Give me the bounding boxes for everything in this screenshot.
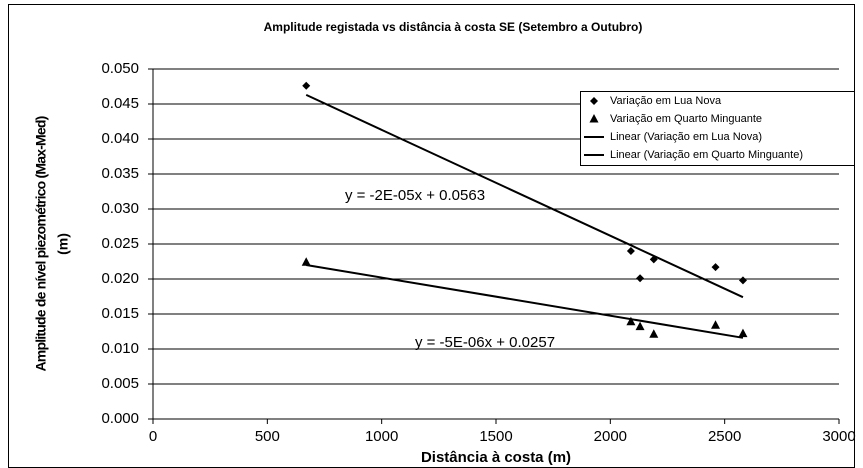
diamond-marker (626, 247, 635, 255)
chart-border (8, 4, 855, 468)
y-axis-label: Amplitude de nível piezométrico (Max-Med… (33, 116, 49, 371)
y-axis-label: (m) (55, 233, 71, 255)
triangle-marker (301, 257, 311, 266)
legend-label: Variação em Lua Nova (610, 95, 722, 107)
trendline-equation: y = -2E-05x + 0.0563 (345, 187, 485, 204)
legend: Variação em Lua Nova Variação em Quarto M… (580, 91, 855, 166)
y-tick-label: 0.010 (101, 340, 139, 357)
y-tick-label: 0.050 (101, 60, 139, 77)
diamond-marker (302, 81, 311, 90)
y-tick-label: 0.020 (101, 270, 139, 287)
diamond-marker (738, 276, 747, 285)
x-tick-label: 500 (255, 428, 280, 445)
y-tick-label: 0.035 (101, 165, 139, 182)
triangle-marker (589, 114, 599, 123)
chart-title: Amplitude registada vs distância à costa… (264, 20, 643, 34)
diamond-marker (711, 263, 720, 272)
diamond-marker (636, 274, 645, 283)
triangle-marker (649, 329, 659, 338)
y-tick-label: 0.000 (101, 410, 139, 427)
diamond-marker (590, 97, 598, 105)
triangle-marker (626, 316, 636, 326)
legend-label: Linear (Variação em Lua Nova) (610, 131, 762, 143)
x-tick-label: 1500 (479, 428, 512, 445)
trend-line (305, 93, 744, 299)
x-tick-label: 1000 (365, 428, 398, 445)
x-tick-label: 3000 (822, 428, 855, 445)
y-tick-label: 0.045 (101, 95, 139, 112)
y-tick-label: 0.030 (101, 200, 139, 217)
x-axis-label: Distância à costa (m) (421, 449, 571, 466)
triangle-marker (635, 321, 645, 331)
y-tick-label: 0.005 (101, 375, 139, 392)
trend-line (306, 264, 744, 339)
x-tick-label: 0 (149, 428, 157, 445)
y-tick-label: 0.015 (101, 305, 139, 322)
triangle-marker (738, 328, 748, 338)
triangle-marker (711, 320, 721, 329)
y-tick-label: 0.025 (101, 235, 139, 252)
legend-label: Linear (Variação em Quarto Minguante) (610, 149, 803, 161)
trendline-equation: y = -5E-06x + 0.0257 (415, 334, 555, 351)
x-tick-label: 2500 (708, 428, 741, 445)
y-tick-label: 0.040 (101, 130, 139, 147)
legend-box (580, 91, 855, 166)
x-tick-label: 2000 (594, 428, 627, 445)
legend-label: Variação em Quarto Minguante (610, 113, 762, 125)
